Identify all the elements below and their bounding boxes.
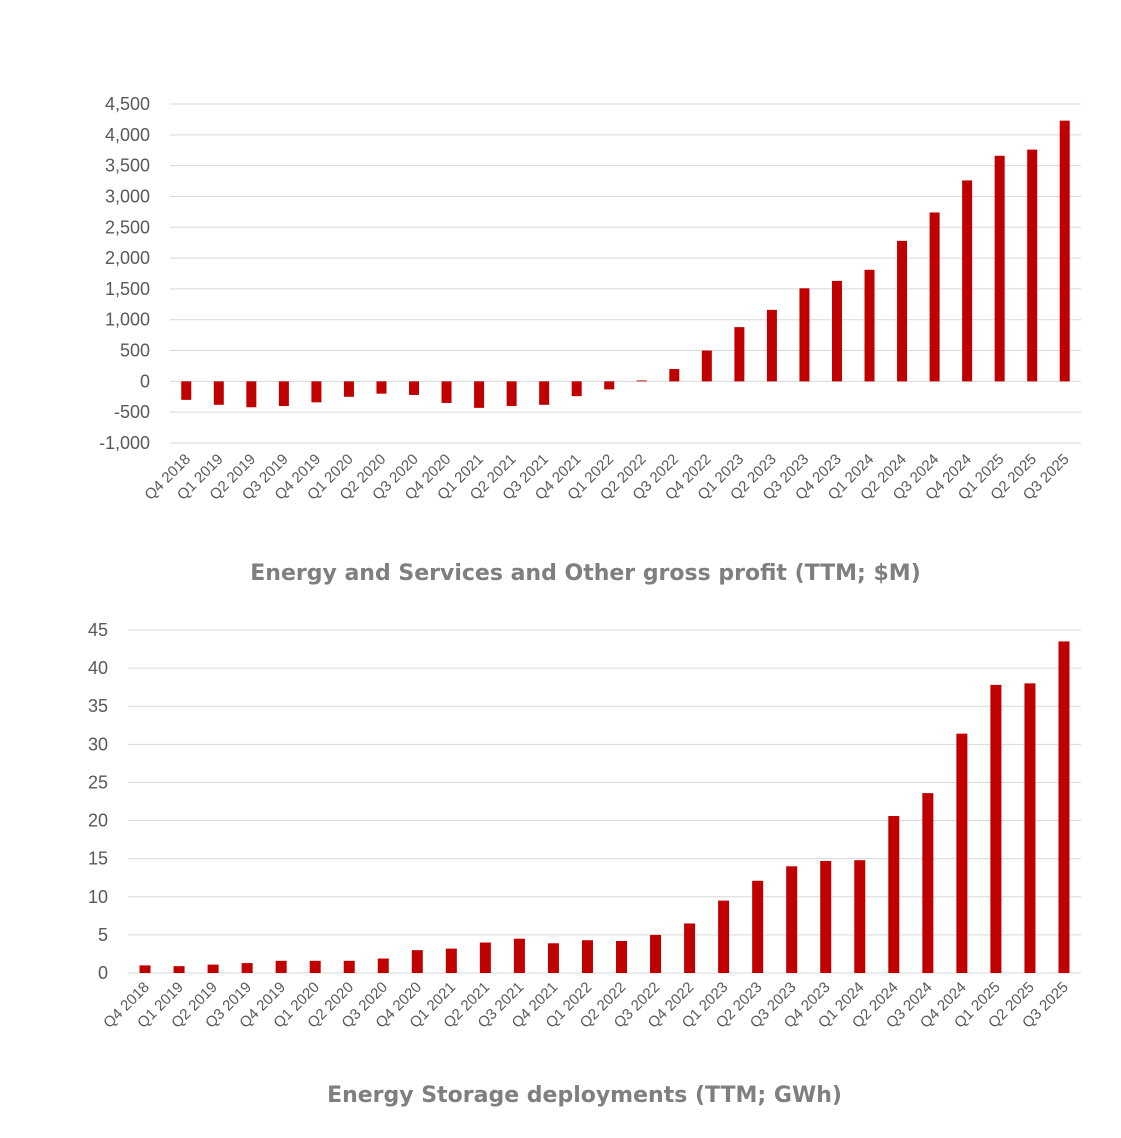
gp-y-tick-label: 4,000 <box>105 125 150 145</box>
es-y-tick-label: 0 <box>98 963 108 983</box>
es-bar <box>309 960 321 973</box>
gp-bar <box>701 350 712 382</box>
gp-bar <box>506 381 517 407</box>
gp-bar <box>571 381 582 397</box>
es-y-tick-label: 30 <box>88 734 108 754</box>
es-y-tick-label: 25 <box>88 772 108 792</box>
gp-bar <box>539 381 550 405</box>
gp-y-tick-label: -500 <box>114 402 150 422</box>
es-bar <box>173 966 185 973</box>
es-y-tick-label: 15 <box>88 849 108 869</box>
gp-bar <box>766 309 777 382</box>
es-bar <box>854 860 866 973</box>
gp-bar <box>799 288 810 382</box>
gp-bar <box>636 380 647 382</box>
es-bar <box>411 950 423 973</box>
es-bar <box>888 815 900 973</box>
gp-bar <box>278 381 289 407</box>
es-bar <box>513 938 525 973</box>
es-bar <box>650 934 662 973</box>
es-bar <box>581 940 593 973</box>
gp-y-tick-label: 3,500 <box>105 156 150 176</box>
es-y-tick-label: 20 <box>88 811 108 831</box>
gp-bar <box>864 269 875 382</box>
es-bar <box>956 733 968 973</box>
es-bar <box>139 965 151 973</box>
es-bar <box>990 684 1002 973</box>
es-chart-title: Energy Storage deployments (TTM; GWh) <box>327 1083 842 1108</box>
gp-bar <box>734 327 745 382</box>
gp-bar <box>929 212 940 382</box>
es-bar <box>786 866 798 973</box>
es-y-tick-label: 35 <box>88 696 108 716</box>
gp-y-tick-label: 0 <box>140 371 150 391</box>
gp-bar <box>897 240 908 382</box>
gp-bar <box>1059 120 1070 382</box>
gp-bar <box>181 381 192 400</box>
gp-bar <box>831 280 842 382</box>
gp-bar <box>669 369 680 382</box>
es-bar <box>752 880 764 973</box>
gp-y-tick-label: 500 <box>120 341 150 361</box>
gp-bar <box>311 381 322 403</box>
gp-y-tick-label: 1,000 <box>105 310 150 330</box>
gp-bar <box>246 381 257 408</box>
es-bar <box>1058 641 1070 973</box>
storage-deployments-chart: 0 5 10 15 20 25 30 35 40 45 Q4 2018 Q1 2019 Q2 2019 Q… <box>0 600 1121 1138</box>
es-bar <box>922 793 934 973</box>
gp-bar <box>376 381 387 394</box>
gp-bar <box>604 381 615 390</box>
gp-bar <box>409 381 420 395</box>
es-bar <box>547 943 559 973</box>
es-bar <box>241 963 253 973</box>
gp-y-tick-label: 1,500 <box>105 279 150 299</box>
gp-y-tick-label: 2,500 <box>105 217 150 237</box>
gp-bar <box>213 381 224 405</box>
es-bar <box>207 964 219 973</box>
gp-bar <box>962 180 973 382</box>
gp-y-tick-label: 2,000 <box>105 248 150 268</box>
es-bar <box>445 948 457 973</box>
es-bar <box>275 960 287 973</box>
es-y-tick-label: 45 <box>88 620 108 640</box>
es-y-tick-label: 10 <box>88 887 108 907</box>
gp-y-tick-label: -1,000 <box>99 433 150 453</box>
gp-y-tick-label: 3,000 <box>105 186 150 206</box>
es-bar <box>718 900 730 973</box>
es-bar <box>684 923 696 973</box>
gross-profit-chart: -1,000 -500 0 500 1,000 1,500 2,000 2,500 3,000 3… <box>99 94 1081 586</box>
gp-bar <box>343 381 354 397</box>
es-bar <box>343 960 355 973</box>
gp-chart-title: Energy and Services and Other gross prof… <box>250 561 921 586</box>
es-bar <box>820 860 832 973</box>
gp-bar <box>441 381 452 403</box>
gp-y-tick-label: 4,500 <box>105 94 150 114</box>
es-y-tick-label: 5 <box>98 925 108 945</box>
gp-bar <box>1027 149 1038 382</box>
gp-bar <box>474 381 485 408</box>
es-bar <box>616 940 628 973</box>
es-bar <box>377 958 389 973</box>
gp-bar <box>994 155 1005 382</box>
es-bar <box>479 942 491 973</box>
es-bar <box>1024 683 1036 973</box>
es-y-tick-label: 40 <box>88 658 108 678</box>
gross-profit-chart-svg: -1,000 -500 0 500 1,000 1,500 2,000 2,500 3,000 3… <box>99 94 1081 586</box>
